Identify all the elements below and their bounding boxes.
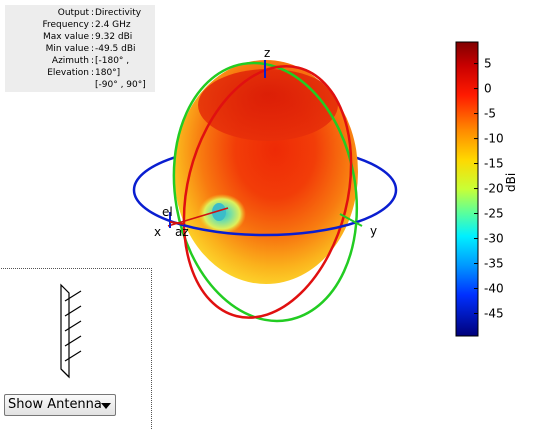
info-row-azimuth: Azimuth: [-180° , <box>51 56 130 66</box>
info-key: Max value <box>42 32 89 42</box>
colorbar-tick-label: -25 <box>484 207 504 221</box>
az-label: az <box>175 225 189 239</box>
y-axis-line <box>339 213 363 227</box>
y-axis-label: y <box>370 224 377 238</box>
chevron-down-icon <box>101 403 111 409</box>
info-value: 2.4 GHz <box>95 20 131 30</box>
elevation-ring-green <box>172 61 359 323</box>
info-value: [-90° , 90°] <box>95 80 146 90</box>
directivity-pattern-surface <box>174 60 358 284</box>
info-row-min: Min value: -49.5 dBi <box>45 44 136 54</box>
colorbar-tick-label: 0 <box>484 82 492 96</box>
info-row-output: Output: Directivity <box>57 8 142 18</box>
info-value: -49.5 dBi <box>95 44 136 54</box>
colorbar-tick-label: -20 <box>484 182 504 196</box>
z-axis-label: z <box>264 46 270 60</box>
info-value: Directivity <box>95 8 142 18</box>
el-label: el <box>162 205 173 219</box>
antenna-preview-panel <box>0 268 152 429</box>
az-marker <box>169 221 185 225</box>
colorbar-tick-label: -40 <box>484 282 504 296</box>
info-key: Azimuth <box>51 56 89 66</box>
info-row-elevation: Elevation: 180°] <box>47 68 121 78</box>
info-row-max: Max value: 9.32 dBi <box>42 32 133 42</box>
info-value: 180°] <box>95 68 121 78</box>
info-value: 9.32 dBi <box>95 32 133 42</box>
info-key: Output <box>57 8 89 18</box>
colorbar-tick-label: -15 <box>484 157 504 171</box>
colorbar-tick-label: 5 <box>484 57 492 71</box>
colorbar: 5 0 -5 -10 -15 -20 -25 -30 -35 -40 -45 <box>455 41 504 337</box>
dropdown-label: Show Antenna <box>8 397 102 412</box>
colorbar-tick-label: -35 <box>484 257 504 271</box>
antenna-preview <box>60 283 82 379</box>
colorbar-tick-label: -5 <box>484 107 496 121</box>
info-panel: Output: Directivity Frequency: 2.4 GHz M… <box>5 5 155 92</box>
colorbar-tick-label: -45 <box>484 307 504 321</box>
colorbar-unit-label: dBi <box>504 172 518 192</box>
radiation-pattern-plot[interactable]: z x y el az 5 0 -5 -10 -15 -20 -25 -30 -35 -40 -45 <box>0 0 560 420</box>
info-key: Elevation <box>47 68 89 78</box>
show-antenna-dropdown[interactable]: Show Antenna <box>4 394 116 416</box>
azimuth-ring-front <box>132 189 398 237</box>
elevation-ring-red <box>182 64 353 319</box>
x-axis-label: x <box>154 225 161 239</box>
colorbar-tick-label: -30 <box>484 232 504 246</box>
info-row-frequency: Frequency: 2.4 GHz <box>42 20 131 30</box>
info-key: Frequency <box>42 20 90 30</box>
info-value: [-180° , <box>95 56 130 66</box>
info-key: Min value <box>45 44 89 54</box>
colorbar-tick-label: -10 <box>484 132 504 146</box>
info-row-extra: [-90° , 90°] <box>5 79 155 91</box>
